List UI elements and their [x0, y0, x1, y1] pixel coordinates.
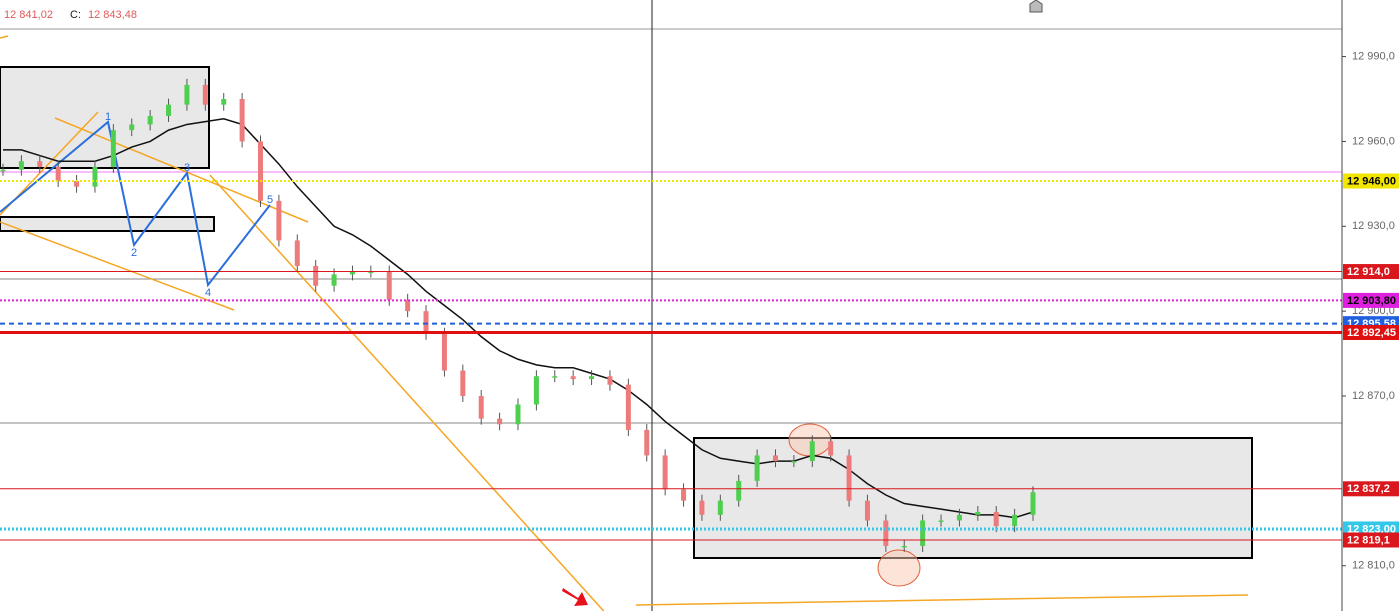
- price-tag-label: 12 837,2: [1347, 483, 1390, 495]
- candle: [699, 500, 705, 515]
- price-tag-label: 12 823,00: [1347, 523, 1396, 535]
- candle: [809, 441, 815, 462]
- price-tag-label: 12 892,45: [1347, 327, 1396, 339]
- candle: [147, 115, 153, 125]
- zone-box: [0, 66, 210, 169]
- price-tag: [1343, 325, 1399, 341]
- candle: [864, 500, 870, 521]
- candle: [129, 124, 135, 131]
- candle: [791, 461, 797, 463]
- price-tag: [1343, 532, 1399, 548]
- candle: [681, 489, 687, 501]
- y-tick-label: 12 930,0: [1352, 220, 1395, 232]
- candle: [773, 455, 778, 462]
- header-close-label: C:: [70, 9, 81, 21]
- header-close: 12 843,48: [88, 9, 137, 21]
- candle: [883, 520, 889, 546]
- candle: [368, 271, 374, 274]
- candle: [552, 376, 558, 378]
- zone-box: [693, 437, 1253, 559]
- price-tag: [1343, 481, 1399, 497]
- price-tag: [1343, 292, 1399, 308]
- candle: [607, 376, 613, 385]
- candle: [202, 84, 208, 105]
- candle: [110, 130, 116, 167]
- price-tag: [1343, 173, 1399, 189]
- candle: [956, 514, 962, 521]
- lock-icon: [1029, 0, 1043, 13]
- candle: [533, 376, 539, 405]
- candle: [625, 384, 631, 430]
- candle: [993, 511, 999, 527]
- candle: [239, 99, 245, 142]
- zone-box: [0, 216, 215, 232]
- y-tick-label: 12 810,0: [1352, 560, 1395, 572]
- arrow-icon: [562, 588, 588, 606]
- moving-average: [3, 118, 1034, 519]
- candle: [570, 376, 576, 380]
- candle: [717, 500, 723, 515]
- candle: [37, 161, 43, 167]
- wave-label: 2: [131, 247, 137, 259]
- y-tick-label: 12 900,0: [1352, 305, 1395, 317]
- candle: [920, 520, 926, 546]
- candle: [662, 455, 668, 490]
- candle: [386, 271, 392, 300]
- price-tag-label: 12 914,0: [1347, 266, 1390, 278]
- candle: [405, 299, 411, 312]
- price-tag-label: 12 946,00: [1347, 175, 1396, 187]
- candle: [18, 161, 24, 170]
- candle: [754, 455, 760, 481]
- candle: [276, 200, 282, 241]
- candle: [92, 166, 98, 187]
- y-tick-label: 12 960,0: [1352, 135, 1395, 147]
- candle: [497, 418, 503, 425]
- candle: [0, 169, 6, 172]
- candle: [975, 511, 981, 515]
- wave-label: 1: [105, 111, 111, 123]
- candle: [258, 141, 263, 201]
- candle: [55, 166, 61, 182]
- candle: [736, 480, 742, 501]
- candle: [938, 520, 944, 522]
- candle: [166, 104, 172, 116]
- price-tag-label: 12 903,80: [1347, 295, 1396, 307]
- candle: [423, 311, 429, 334]
- candle: [901, 545, 907, 548]
- y-tick-label: 12 870,0: [1352, 390, 1395, 402]
- wave-label: 3: [184, 162, 190, 174]
- candle: [846, 455, 852, 501]
- candle: [221, 99, 227, 105]
- y-tick-label: 12 990,0: [1352, 50, 1395, 62]
- candle: [589, 376, 595, 380]
- candle: [1030, 492, 1036, 515]
- candle: [184, 84, 190, 105]
- candle: [74, 181, 80, 187]
- candle: [294, 240, 300, 266]
- candle: [515, 404, 521, 425]
- candle: [478, 396, 484, 419]
- candle: [349, 271, 355, 275]
- header-price: 12 841,02: [4, 9, 53, 21]
- candle: [644, 429, 650, 456]
- wave-label: 5: [267, 194, 273, 206]
- candle: [460, 370, 466, 397]
- wave-label: 4: [205, 287, 211, 299]
- candle: [441, 333, 447, 371]
- candle: [1012, 514, 1018, 527]
- candle: [331, 274, 337, 286]
- price-tag-label: 12 819,1: [1347, 534, 1390, 546]
- highlight-ellipse: [877, 549, 921, 587]
- candle: [313, 265, 319, 286]
- price-tag: [1343, 264, 1399, 280]
- candle: [828, 441, 834, 456]
